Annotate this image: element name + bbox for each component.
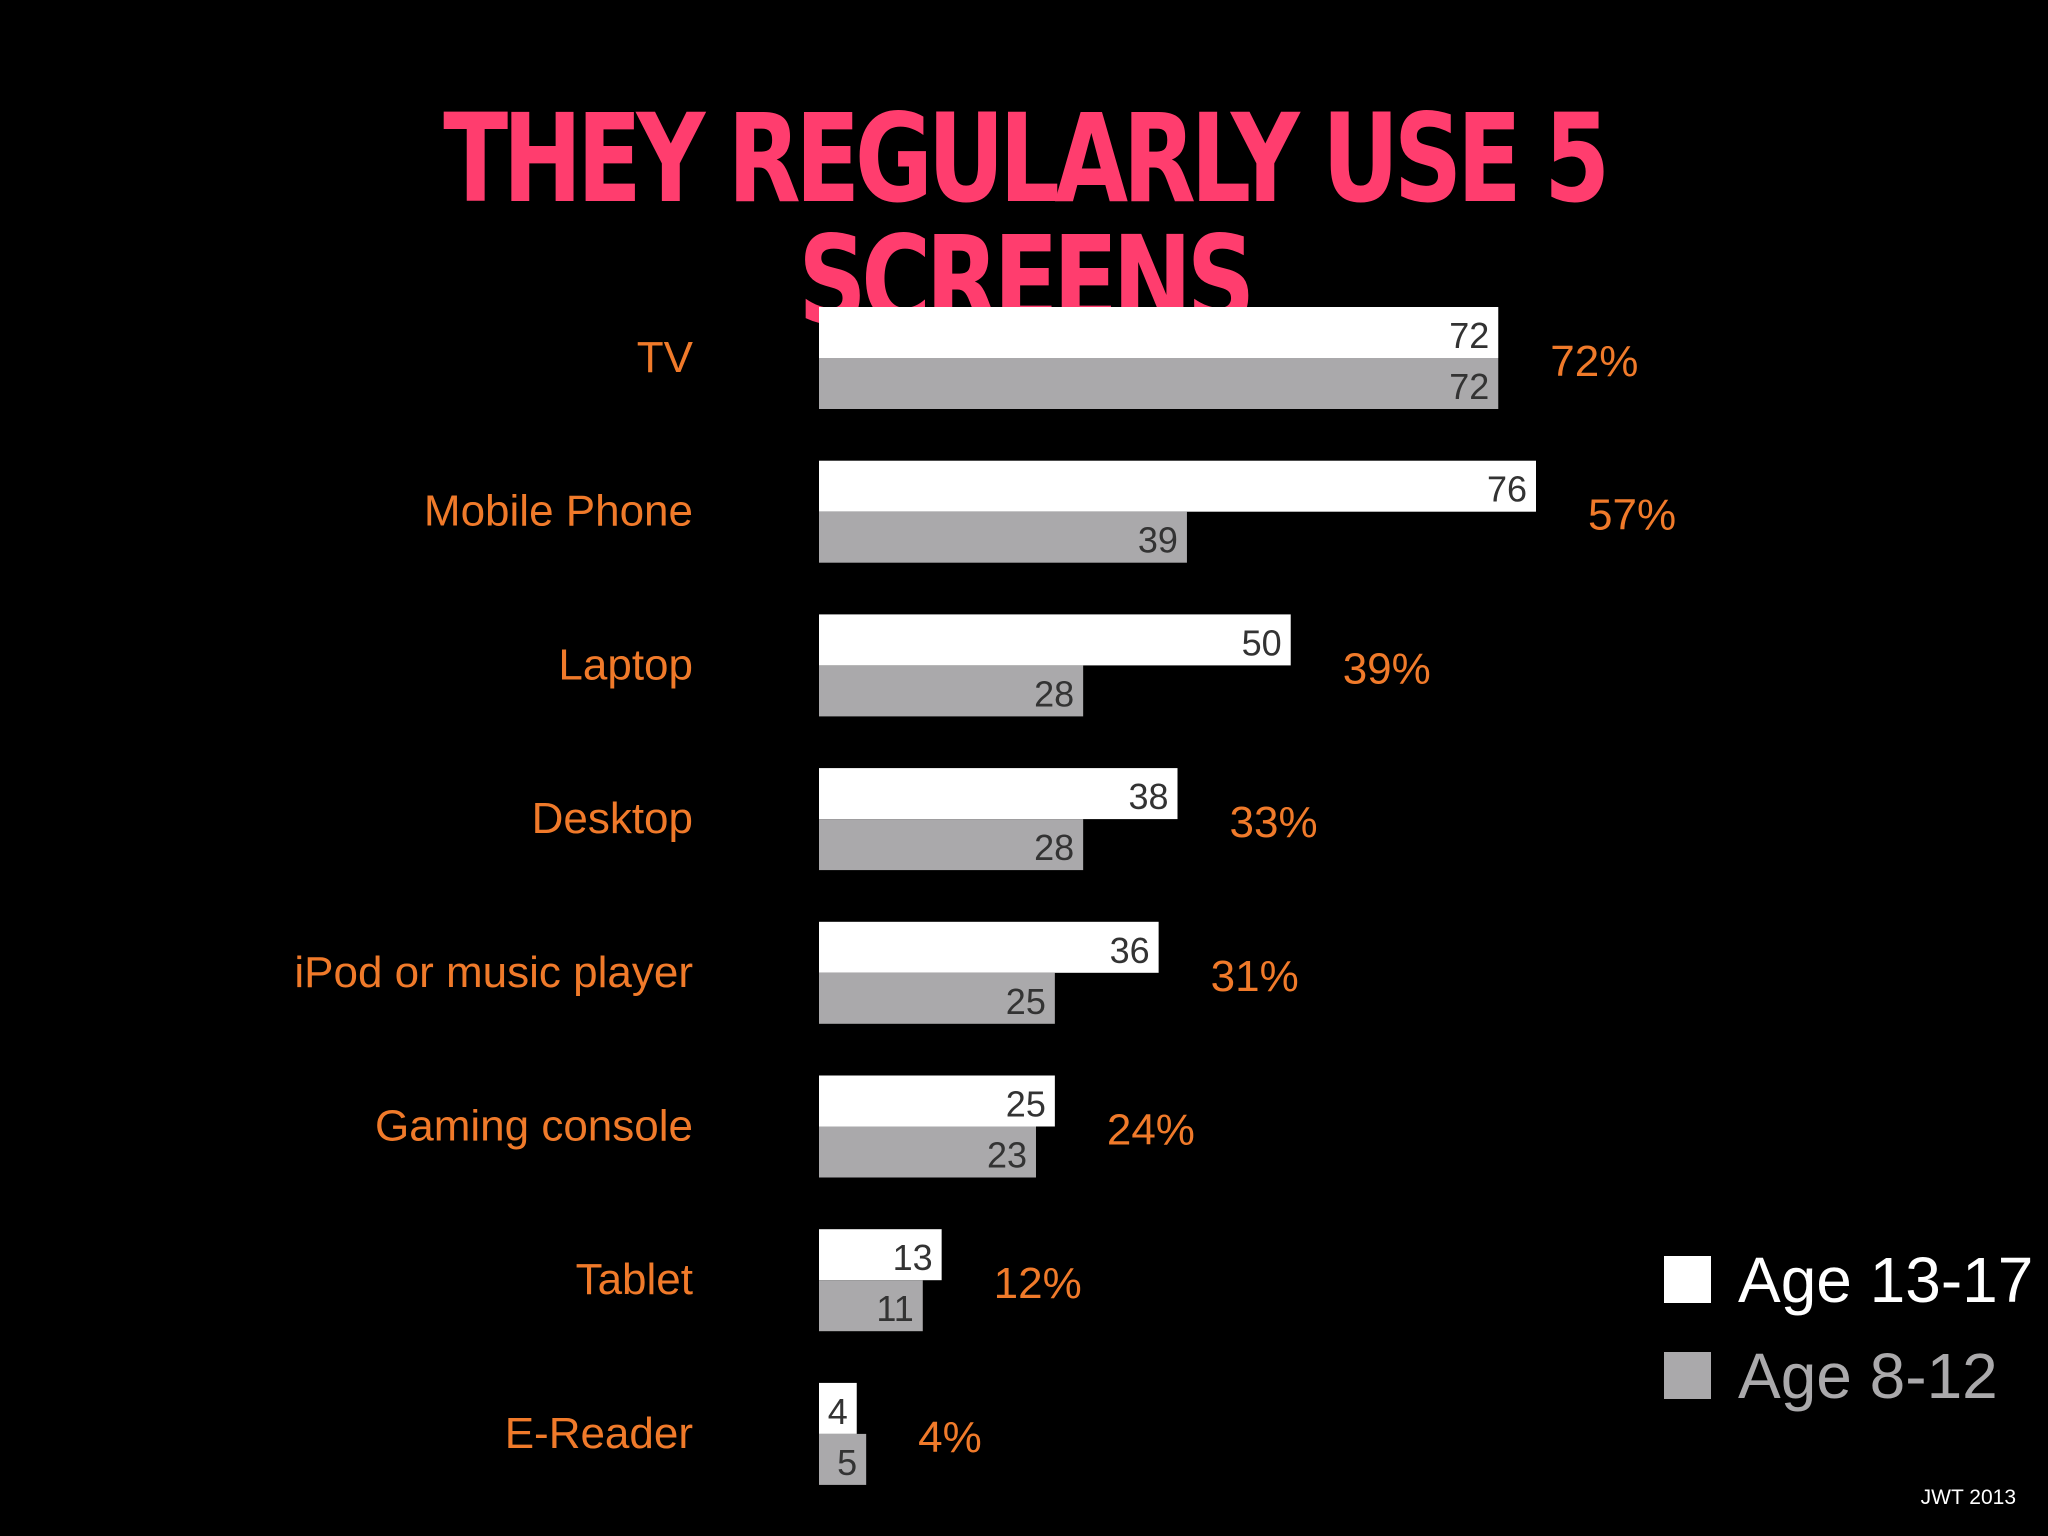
data-label-age-8-12: 25 — [1006, 981, 1046, 1022]
total-percent-label: 39% — [1343, 644, 1431, 693]
category-label: Tablet — [576, 1255, 693, 1304]
bar-age-13-17 — [819, 921, 1159, 973]
category-label: Mobile Phone — [424, 487, 693, 536]
data-label-age-13-17: 72 — [1449, 315, 1489, 356]
chart-title: THEY REGULARLY USE 5 SCREENS — [443, 88, 1610, 352]
bar-age-8-12 — [819, 358, 1499, 409]
bar-age-13-17 — [819, 1382, 857, 1434]
data-label-age-13-17: 38 — [1128, 776, 1168, 817]
category-label: TV — [637, 333, 694, 382]
data-label-age-8-12: 5 — [837, 1442, 857, 1483]
bar-age-13-17 — [819, 1075, 1055, 1127]
bar-age-8-12 — [819, 1280, 923, 1332]
legend-label: Age 8-12 — [1738, 1340, 1998, 1412]
data-label-age-8-12: 28 — [1034, 827, 1074, 868]
total-percent-label: 12% — [994, 1259, 1082, 1308]
data-label-age-13-17: 50 — [1242, 622, 1282, 663]
bar-age-13-17 — [819, 460, 1536, 512]
category-label: iPod or music player — [294, 948, 693, 997]
total-percent-label: 57% — [1588, 491, 1676, 540]
data-label-age-8-12: 72 — [1449, 366, 1489, 407]
bar-age-13-17 — [819, 614, 1291, 666]
bar-age-8-12 — [819, 819, 1084, 871]
bar-age-13-17 — [819, 768, 1178, 820]
total-percent-label: 31% — [1211, 952, 1299, 1001]
data-label-age-13-17: 13 — [893, 1237, 933, 1278]
total-percent-label: 24% — [1107, 1106, 1195, 1155]
bar-age-8-12 — [819, 1433, 867, 1485]
category-label: Desktop — [532, 794, 693, 843]
data-label-age-8-12: 11 — [876, 1288, 913, 1329]
data-label-age-8-12: 39 — [1138, 520, 1178, 561]
bar-age-8-12 — [819, 511, 1187, 563]
data-label-age-13-17: 76 — [1487, 469, 1527, 510]
legend-label: Age 13-17 — [1738, 1244, 2033, 1316]
data-label-age-8-12: 23 — [987, 1135, 1027, 1176]
legend-swatch — [1664, 1352, 1711, 1399]
category-label: Laptop — [558, 640, 693, 689]
data-label-age-13-17: 36 — [1110, 930, 1150, 971]
total-percent-label: 72% — [1550, 337, 1638, 386]
bar-age-13-17 — [819, 1229, 942, 1281]
category-label: Gaming console — [375, 1102, 693, 1151]
data-label-age-8-12: 28 — [1034, 673, 1074, 714]
credit-label: JWT 2013 — [1920, 1486, 2016, 1509]
legend-swatch — [1664, 1256, 1711, 1303]
total-percent-label: 4% — [918, 1413, 982, 1462]
bar-age-13-17 — [819, 307, 1499, 358]
bar-age-8-12 — [819, 972, 1055, 1024]
bar-age-8-12 — [819, 665, 1084, 717]
bar-age-8-12 — [819, 1126, 1036, 1178]
total-percent-label: 33% — [1230, 798, 1318, 847]
category-label: E-Reader — [505, 1409, 693, 1458]
data-label-age-13-17: 25 — [1006, 1084, 1046, 1125]
data-label-age-13-17: 4 — [828, 1391, 848, 1432]
